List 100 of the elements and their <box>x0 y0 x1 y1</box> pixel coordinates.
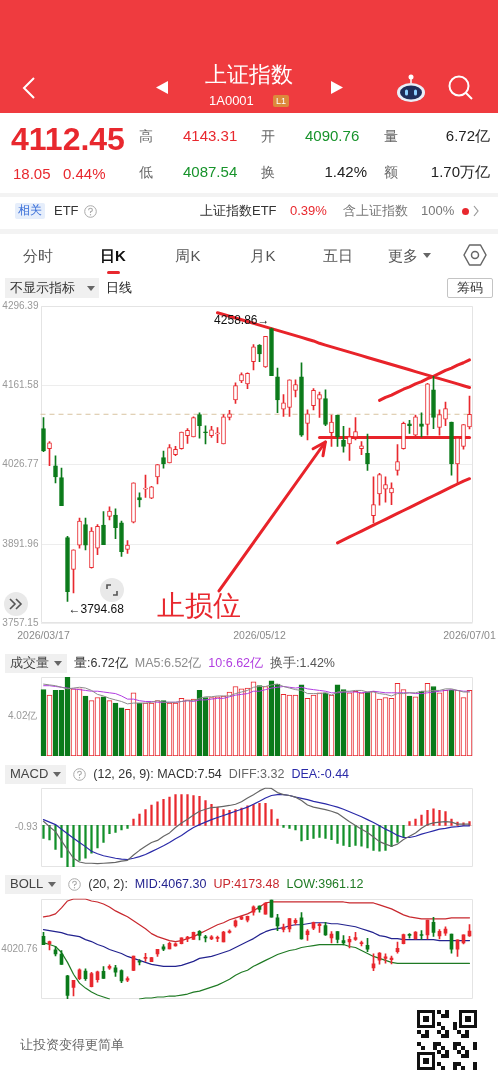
text: 0.44% <box>63 165 106 183</box>
bar <box>300 825 303 842</box>
candlestick <box>431 375 436 429</box>
bar <box>138 813 141 826</box>
x-tick-label: 2026/03/17 <box>17 628 70 641</box>
text: 让投资变得更简单 <box>20 1037 124 1053</box>
bar <box>354 825 357 846</box>
text: 4143.31 <box>183 127 238 145</box>
text: 分时 <box>23 247 53 265</box>
candlestick <box>119 520 124 557</box>
candlestick <box>287 379 292 417</box>
candlestick <box>257 344 262 362</box>
bar <box>318 825 321 838</box>
bar <box>156 801 159 826</box>
text: 18.05 <box>13 165 51 183</box>
bar <box>270 809 273 826</box>
bar <box>78 825 81 861</box>
candlestick <box>53 455 58 484</box>
candlestick <box>197 412 202 439</box>
annotation: ←3794.68 <box>68 601 125 616</box>
candlestick <box>59 467 64 507</box>
candlestick <box>155 464 160 485</box>
candlestick <box>173 445 178 457</box>
text: 低 <box>139 164 153 181</box>
text: MA5:6.52亿 <box>134 655 202 671</box>
candlestick <box>449 421 454 476</box>
candlestick <box>419 412 424 438</box>
text: 日线 <box>106 280 132 296</box>
bar <box>252 804 255 826</box>
candlestick <box>179 431 184 450</box>
candlestick <box>191 416 196 438</box>
bar <box>306 825 309 840</box>
candlestick <box>83 517 88 551</box>
candlestick <box>239 372 244 384</box>
bar <box>222 809 225 826</box>
candlestick <box>131 482 136 524</box>
y-tick-label: 4026.77 <box>2 458 39 470</box>
text: 月K <box>250 247 276 265</box>
candlestick <box>125 540 130 554</box>
bar <box>54 825 57 850</box>
text: 筹码 <box>457 280 483 296</box>
candlestick <box>161 450 166 469</box>
text: 上证指数ETF <box>200 203 277 219</box>
candlestick <box>71 549 76 594</box>
x-tick-label: 2026/07/01 <box>443 628 496 641</box>
candlestick <box>149 486 154 500</box>
candlestick <box>77 517 82 549</box>
bar <box>324 825 327 839</box>
bar <box>288 825 291 829</box>
candlestick <box>299 362 304 437</box>
text: L1 <box>273 95 290 108</box>
bar <box>192 795 195 826</box>
series-label: UP:4173.48 <box>213 876 280 892</box>
text: 上证指数 <box>205 62 293 88</box>
series-label: DEA:-0.44 <box>291 766 350 782</box>
text: 五日 <box>323 247 353 265</box>
bar <box>402 825 405 838</box>
chart-title: MACD <box>10 765 49 782</box>
text: 换 <box>261 164 275 181</box>
bar <box>240 807 243 826</box>
y-tick-label: 4296.39 <box>2 299 39 311</box>
bar <box>282 825 285 828</box>
bar <box>342 825 345 846</box>
candlestick <box>377 473 382 506</box>
candlestick <box>269 327 274 377</box>
y-tick-label: 3757.15 <box>2 617 39 629</box>
bar <box>162 798 165 826</box>
y-tick-label: 4161.58 <box>2 379 39 391</box>
bar <box>66 825 69 867</box>
text: 4112.45 <box>11 121 125 158</box>
candlestick <box>101 511 106 545</box>
candlestick <box>221 414 226 445</box>
candlestick <box>293 379 298 398</box>
bar <box>228 810 231 826</box>
bar <box>414 818 417 826</box>
bar <box>114 825 117 833</box>
bar <box>432 808 435 826</box>
candlestick <box>395 444 400 476</box>
bar <box>180 794 183 826</box>
candlestick <box>245 372 250 389</box>
bar <box>312 825 315 839</box>
y-tick-label: 3891.96 <box>2 537 39 549</box>
text: 含上证指数 <box>343 203 408 219</box>
candlestick <box>341 425 346 453</box>
candlestick <box>137 492 142 508</box>
text: 开 <box>261 128 275 145</box>
bar <box>90 825 93 854</box>
bar <box>294 825 297 831</box>
candlestick <box>317 391 322 418</box>
text: 高 <box>139 128 153 145</box>
candlestick <box>443 401 448 427</box>
chart-subtitle: (20, 2): <box>88 876 128 892</box>
text: 6.72亿 <box>445 127 490 145</box>
text: -0.93 <box>14 821 38 833</box>
candlestick <box>383 476 388 503</box>
dropdown: MACD <box>5 764 67 784</box>
candlestick <box>209 425 214 438</box>
text: 4087.54 <box>183 163 238 181</box>
bar <box>174 794 177 826</box>
text: 额 <box>384 164 398 181</box>
